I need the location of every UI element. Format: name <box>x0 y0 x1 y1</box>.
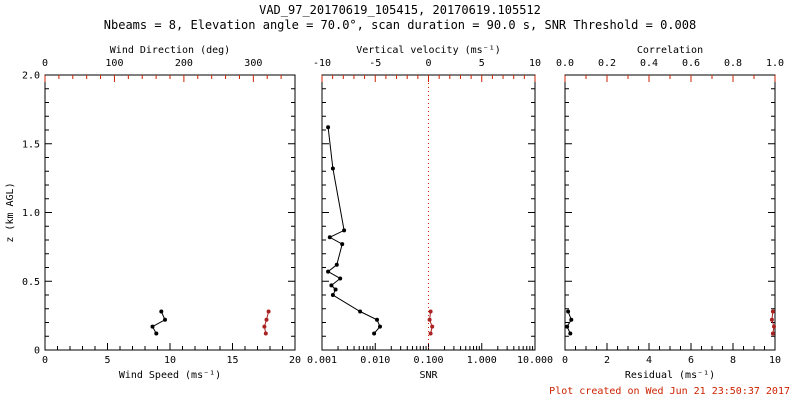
svg-text:1.0: 1.0 <box>766 58 784 69</box>
svg-text:0.4: 0.4 <box>640 58 658 69</box>
svg-text:10: 10 <box>529 58 541 69</box>
svg-text:20: 20 <box>289 355 301 366</box>
svg-text:0.010: 0.010 <box>360 355 390 366</box>
svg-text:0.8: 0.8 <box>724 58 742 69</box>
svg-text:100: 100 <box>105 58 123 69</box>
svg-text:5: 5 <box>479 58 485 69</box>
plot-subtitle: Nbeams = 8, Elevation angle = 70.0°, sca… <box>103 18 697 32</box>
svg-text:200: 200 <box>175 58 193 69</box>
svg-text:8: 8 <box>730 355 736 366</box>
series-correlation <box>769 309 776 336</box>
svg-text:0: 0 <box>42 355 48 366</box>
svg-text:Wind Direction (deg): Wind Direction (deg) <box>110 45 230 56</box>
series-wind-speed <box>150 309 167 336</box>
svg-text:4: 4 <box>646 355 652 366</box>
panel-residual: 0 2 4 6 8 10 Residual (ms⁻¹) 0.0 0.2 0.4 0.6 0.8 1.0… <box>556 45 784 381</box>
series-wind-direction <box>262 309 271 336</box>
svg-text:-10: -10 <box>313 58 331 69</box>
svg-text:Residual (ms⁻¹): Residual (ms⁻¹) <box>625 370 715 381</box>
svg-text:SNR: SNR <box>419 370 438 381</box>
svg-text:0: 0 <box>42 58 48 69</box>
svg-text:10: 10 <box>769 355 781 366</box>
svg-text:0.0: 0.0 <box>556 58 574 69</box>
svg-text:0: 0 <box>425 58 431 69</box>
series-vertical-velocity <box>427 309 435 336</box>
series-snr-profile <box>326 125 382 336</box>
svg-text:10.000: 10.000 <box>517 355 553 366</box>
svg-text:0.2: 0.2 <box>598 58 616 69</box>
svg-text:1.5: 1.5 <box>22 139 40 150</box>
svg-text:2.0: 2.0 <box>22 71 40 82</box>
svg-text:5: 5 <box>104 355 110 366</box>
svg-text:6: 6 <box>688 355 694 366</box>
svg-text:0.100: 0.100 <box>413 355 443 366</box>
svg-text:0.6: 0.6 <box>682 58 700 69</box>
panel-wind: 0 5 10 15 20 Wind Speed (ms⁻¹) 0 100 200 300 Wind … <box>5 45 301 381</box>
svg-text:1.000: 1.000 <box>467 355 497 366</box>
series-residual <box>565 309 574 336</box>
svg-text:2: 2 <box>604 355 610 366</box>
plot-title: VAD_97_20170619_105415, 20170619.105512 <box>259 3 541 17</box>
svg-text:Vertical velocity (ms⁻¹): Vertical velocity (ms⁻¹) <box>356 45 501 56</box>
svg-text:0.001: 0.001 <box>307 355 337 366</box>
svg-text:1.0: 1.0 <box>22 208 40 219</box>
svg-text:Wind Speed (ms⁻¹): Wind Speed (ms⁻¹) <box>119 370 221 381</box>
panel-snr: 0.001 0.010 0.100 1.000 10.000 SNR -10 -5 0 5 10 Ve… <box>307 45 553 381</box>
svg-text:Correlation: Correlation <box>637 45 703 56</box>
svg-text:0: 0 <box>562 355 568 366</box>
svg-text:-5: -5 <box>369 58 381 69</box>
creation-timestamp: Plot created on Wed Jun 21 23:50:37 2017 <box>549 386 790 397</box>
svg-text:10: 10 <box>164 355 176 366</box>
svg-text:300: 300 <box>244 58 262 69</box>
svg-text:0: 0 <box>34 346 40 357</box>
svg-text:0.5: 0.5 <box>22 277 40 288</box>
svg-text:z (km AGL): z (km AGL) <box>5 182 16 242</box>
svg-text:15: 15 <box>226 355 238 366</box>
